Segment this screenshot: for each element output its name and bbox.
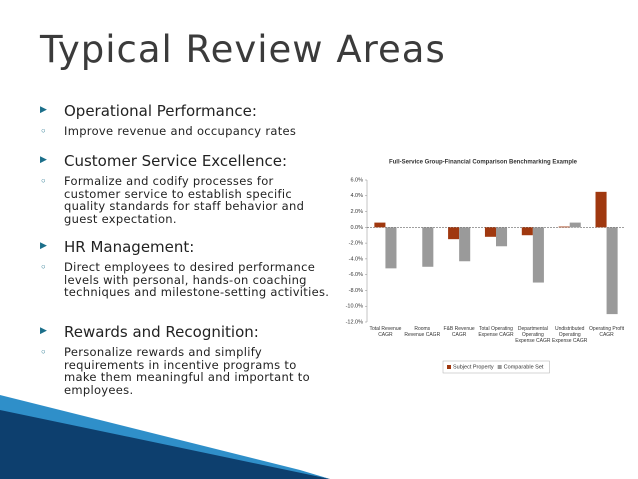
bullet: Operational Performance: Improve revenue… <box>40 102 330 138</box>
bullet: HR Management: Direct employees to desir… <box>40 238 330 299</box>
y-tick-label: 0.0% <box>350 225 363 231</box>
legend-label: Subject Property <box>453 364 494 370</box>
bar <box>422 227 434 267</box>
x-tick-label: Departmental Operating Expense CAGR <box>515 326 551 344</box>
x-tick-label: F&B Revenue CAGR <box>443 326 475 338</box>
bar <box>595 191 607 228</box>
bar <box>385 227 397 269</box>
chart-title: Full-Service Group-Financial Comparison … <box>389 160 578 166</box>
y-tick-label: -8.0% <box>349 288 363 294</box>
bullet: Rewards and Recognition: Personalize rew… <box>40 323 330 396</box>
chart-frame <box>335 150 630 385</box>
swoosh-highlight <box>0 395 330 479</box>
y-tick-label: -6.0% <box>349 272 363 278</box>
x-tick-label: Operating Profit CAGR <box>589 326 625 338</box>
legend-label: Comparable Set <box>504 364 544 370</box>
x-tick-label-box: F&B Revenue CAGR <box>443 326 475 338</box>
x-tick-label-box: Total Revenue CAGR <box>369 326 402 338</box>
bullet-detail: Personalize rewards and simplify require… <box>40 346 330 396</box>
x-tick-label-box: Undistributed Operating Expense CAGR <box>552 326 588 344</box>
x-tick-label: Undistributed Operating Expense CAGR <box>552 326 588 344</box>
x-tick-label-box: Departmental Operating Expense CAGR <box>515 326 551 344</box>
bar <box>496 227 508 247</box>
legend-swatch <box>447 365 451 369</box>
bullet-heading: HR Management: <box>40 238 330 256</box>
legend-box <box>442 360 550 374</box>
x-tick-label: Total Revenue CAGR <box>369 326 402 338</box>
slide-title: Typical Review Areas <box>40 28 446 71</box>
bar <box>459 227 471 262</box>
y-tick-label: -4.0% <box>349 256 363 262</box>
bar <box>374 222 386 228</box>
bar <box>569 222 581 228</box>
bullet-detail: Direct employees to desired performance … <box>40 261 330 299</box>
y-tick-label: 6.0% <box>350 177 363 183</box>
chart: Full-Service Group-Financial Comparison … <box>346 160 625 374</box>
y-tick-label: 4.0% <box>350 193 363 199</box>
bullet-heading: Rewards and Recognition: <box>40 323 330 341</box>
x-tick-label: Rooms Revenue CAGR <box>404 326 441 338</box>
bullet-heading: Operational Performance: <box>40 102 330 120</box>
bullet-detail: Formalize and codify processes for custo… <box>40 175 330 225</box>
bar <box>521 227 533 236</box>
y-tick-label: 2.0% <box>350 209 363 215</box>
x-tick-label-box: Rooms Revenue CAGR <box>404 326 441 338</box>
legend-swatch <box>497 365 502 369</box>
y-tick-label: -12.0% <box>346 319 364 325</box>
x-tick-label-box: Total Operating Expense CAGR <box>478 326 514 338</box>
bar <box>484 227 496 237</box>
y-tick-label: -2.0% <box>349 241 363 247</box>
x-tick-label: Total Operating Expense CAGR <box>478 326 514 338</box>
bar <box>448 227 460 240</box>
bullet-detail: Improve revenue and occupancy rates <box>40 125 330 138</box>
bar <box>532 227 544 283</box>
bullet-heading: Customer Service Excellence: <box>40 152 330 170</box>
bullet: Customer Service Excellence: Formalize a… <box>40 152 330 225</box>
bar <box>558 226 570 228</box>
bar <box>606 227 618 315</box>
y-tick-label: -10.0% <box>346 304 364 310</box>
x-tick-label-box: Operating Profit CAGR <box>589 326 625 338</box>
